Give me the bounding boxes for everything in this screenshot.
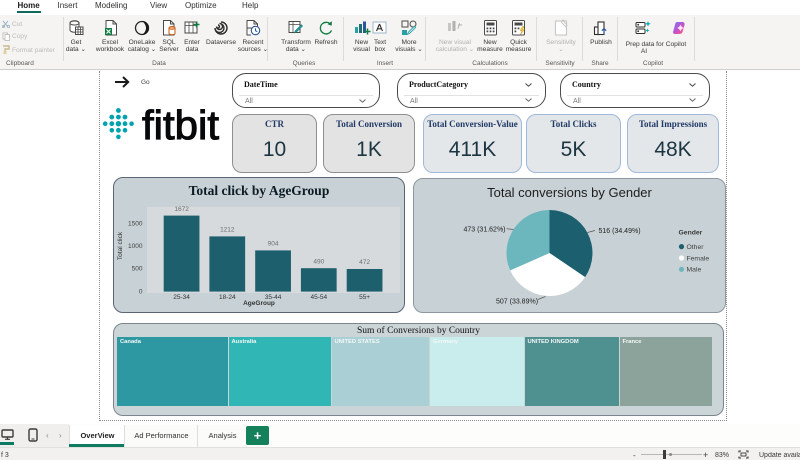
svg-text:904: 904 [268,241,279,248]
svg-text:Other: Other [687,244,705,251]
svg-text:1000: 1000 [128,243,143,250]
svg-text:472: 472 [359,259,370,266]
svg-text:25-34: 25-34 [173,294,190,301]
svg-text:0: 0 [139,289,143,296]
svg-text:1672: 1672 [174,206,189,213]
svg-text:Gender: Gender [679,230,703,237]
svg-text:516 (34.49%): 516 (34.49%) [599,228,641,235]
svg-text:fitbit: fitbit [142,103,220,148]
svg-text:Female: Female [687,255,710,262]
svg-text:473 (31.62%): 473 (31.62%) [463,227,505,234]
svg-text:35-44: 35-44 [265,294,282,301]
svg-text:1212: 1212 [220,227,235,234]
svg-text:500: 500 [132,266,143,273]
svg-text:18-24: 18-24 [219,294,236,301]
svg-text:Male: Male [687,267,702,274]
svg-text:490: 490 [313,258,324,265]
svg-text:507 (33.89%): 507 (33.89%) [496,299,538,306]
svg-text:1500: 1500 [128,221,143,228]
svg-text:45-54: 45-54 [310,294,327,301]
svg-text:55+: 55+ [359,294,370,301]
